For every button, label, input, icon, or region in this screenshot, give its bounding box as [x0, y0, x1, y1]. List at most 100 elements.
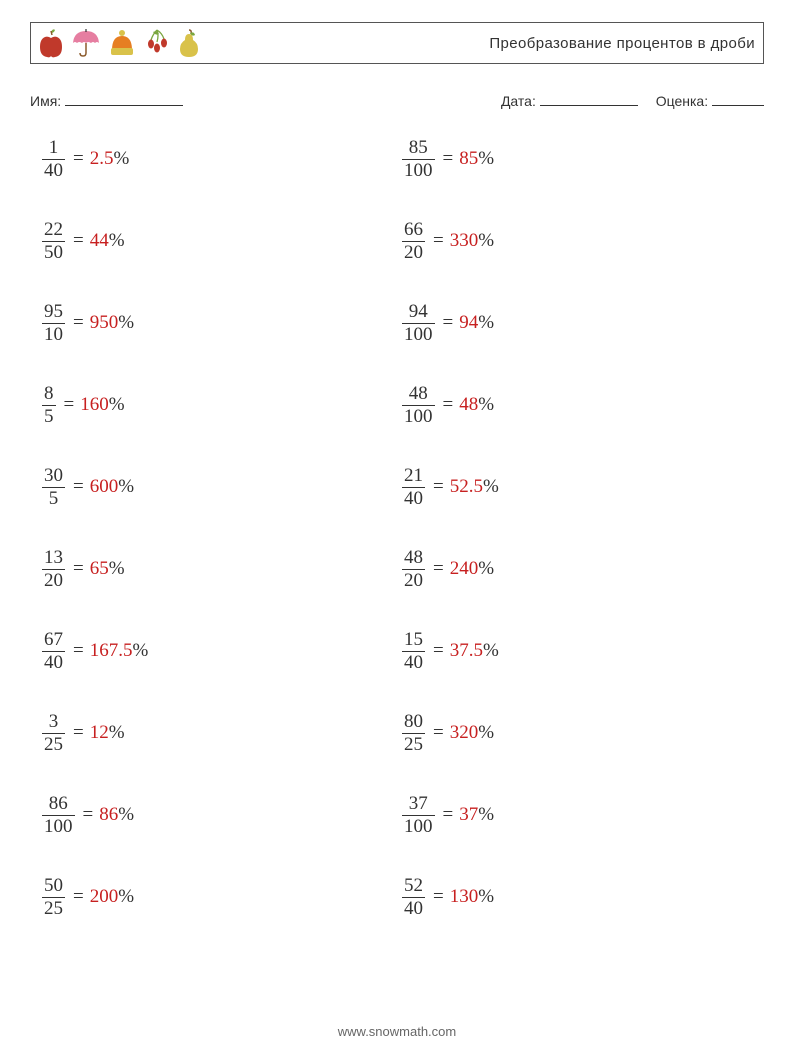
problem: 94100 = 94% — [402, 299, 762, 347]
equals-sign: = — [73, 230, 84, 252]
percent-sign: % — [109, 394, 125, 416]
denominator: 40 — [402, 897, 425, 919]
problem: 6620 = 330% — [402, 217, 762, 265]
numerator: 30 — [42, 466, 65, 487]
date-label: Дата: — [501, 93, 536, 109]
denominator: 5 — [42, 405, 56, 427]
numerator: 52 — [402, 876, 425, 897]
denominator: 40 — [42, 651, 65, 673]
percent-sign: % — [109, 230, 125, 252]
denominator: 100 — [402, 323, 435, 345]
equals-sign: = — [73, 886, 84, 908]
equals-sign: = — [443, 312, 454, 334]
answer-value: 44 — [90, 230, 109, 252]
percent-sign: % — [109, 558, 125, 580]
denominator: 40 — [402, 651, 425, 673]
percent-sign: % — [132, 640, 148, 662]
percent-sign: % — [118, 886, 134, 908]
numerator: 8 — [42, 384, 56, 405]
problem: 140=2.5% — [42, 135, 402, 183]
answer-value: 330 — [450, 230, 479, 252]
meta-row: Имя: Дата: Оценка: — [30, 92, 764, 109]
equals-sign: = — [433, 558, 444, 580]
equals-sign: = — [433, 722, 444, 744]
equals-sign: = — [83, 804, 94, 826]
fraction: 2250 — [42, 220, 65, 263]
problem: 85=160% — [42, 381, 402, 429]
problem: 8025=320% — [402, 709, 762, 757]
fraction: 6740 — [42, 630, 65, 673]
equals-sign: = — [433, 886, 444, 908]
problem: 2140=52.5% — [402, 463, 762, 511]
problem: 5240 = 130% — [402, 873, 762, 921]
problem: 85100=85% — [402, 135, 762, 183]
denominator: 25 — [42, 733, 65, 755]
problem: 1540=37.5% — [402, 627, 762, 675]
percent-sign: % — [118, 312, 134, 334]
problem: 48100=48% — [402, 381, 762, 429]
worksheet-page: Преобразование процентов в дроби Имя: Да… — [0, 0, 794, 921]
equals-sign: = — [73, 722, 84, 744]
problems-grid: 140=2.5%85100=85%2250=44%6620=330%9510=9… — [30, 135, 764, 921]
equals-sign: = — [73, 148, 84, 170]
problem: 37100=37% — [402, 791, 762, 839]
berries-icon — [143, 28, 171, 58]
denominator: 40 — [42, 159, 65, 181]
apple-icon — [37, 28, 65, 58]
percent-sign: % — [113, 148, 129, 170]
numerator: 50 — [42, 876, 65, 897]
equals-sign: = — [433, 230, 444, 252]
fraction: 48100 — [402, 384, 435, 427]
problem: 1320=65% — [42, 545, 402, 593]
percent-sign: % — [478, 230, 494, 252]
answer-value: 130 — [450, 886, 479, 908]
denominator: 100 — [402, 159, 435, 181]
percent-sign: % — [478, 394, 494, 416]
denominator: 100 — [402, 815, 435, 837]
answer-value: 2.5 — [90, 148, 114, 170]
percent-sign: % — [478, 312, 494, 334]
denominator: 5 — [42, 487, 65, 509]
equals-sign: = — [64, 394, 75, 416]
denominator: 100 — [42, 815, 75, 837]
answer-value: 65 — [90, 558, 109, 580]
denominator: 40 — [402, 487, 425, 509]
percent-sign: % — [118, 476, 134, 498]
numerator: 85 — [407, 138, 430, 159]
header-icons — [37, 28, 201, 58]
denominator: 100 — [402, 405, 435, 427]
denominator: 20 — [402, 241, 425, 263]
fraction: 6620 — [402, 220, 425, 263]
numerator: 22 — [42, 220, 65, 241]
equals-sign: = — [433, 640, 444, 662]
fraction: 85 — [42, 384, 56, 427]
problem: 325=12% — [42, 709, 402, 757]
numerator: 21 — [402, 466, 425, 487]
problem: 9510=950% — [42, 299, 402, 347]
denominator: 50 — [42, 241, 65, 263]
problem: 2250 = 44% — [42, 217, 402, 265]
equals-sign: = — [73, 640, 84, 662]
answer-value: 950 — [90, 312, 119, 334]
fraction: 305 — [42, 466, 65, 509]
percent-sign: % — [478, 804, 494, 826]
hat-icon — [107, 28, 137, 58]
answer-value: 37 — [459, 804, 478, 826]
percent-sign: % — [478, 558, 494, 580]
fraction: 2140 — [402, 466, 425, 509]
fraction: 86100 — [42, 794, 75, 837]
fraction: 4820 — [402, 548, 425, 591]
fraction: 1320 — [42, 548, 65, 591]
fraction: 1540 — [402, 630, 425, 673]
fraction: 94100 — [402, 302, 435, 345]
equals-sign: = — [73, 476, 84, 498]
answer-value: 240 — [450, 558, 479, 580]
umbrella-icon — [71, 28, 101, 58]
numerator: 94 — [407, 302, 430, 323]
problem: 4820 = 240% — [402, 545, 762, 593]
percent-sign: % — [478, 886, 494, 908]
answer-value: 12 — [90, 722, 109, 744]
numerator: 80 — [402, 712, 425, 733]
answer-value: 52.5 — [450, 476, 483, 498]
equals-sign: = — [443, 394, 454, 416]
